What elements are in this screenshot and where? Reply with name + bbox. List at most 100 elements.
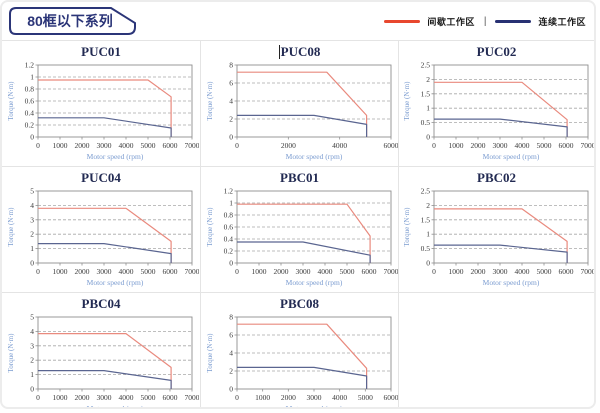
x-tick-label: 6000 bbox=[163, 393, 178, 402]
y-tick-label: 4 bbox=[229, 349, 233, 358]
y-tick-label: 0 bbox=[30, 133, 34, 142]
intermittent-zone-curve bbox=[434, 208, 568, 263]
y-tick-label: 0.5 bbox=[421, 244, 431, 253]
x-tick-label: 6000 bbox=[559, 141, 574, 150]
torque-speed-chart: 0 1 2 3 4 5 0 1000 2000 3000 4000 5000 6000 7000 Motor… bbox=[7, 187, 199, 287]
text-caret bbox=[278, 45, 280, 59]
continuous-zone-curve bbox=[434, 118, 568, 137]
x-tick-label: 2000 bbox=[280, 393, 295, 402]
y-tick-label: 0 bbox=[229, 259, 233, 268]
x-tick-label: 0 bbox=[235, 267, 239, 276]
y-tick-label: 5 bbox=[30, 187, 34, 196]
y-tick-label: 0.5 bbox=[421, 118, 431, 127]
x-tick-label: 1000 bbox=[251, 267, 266, 276]
y-tick-label: 2.5 bbox=[421, 61, 431, 70]
x-tick-label: 3000 bbox=[493, 267, 508, 276]
y-tick-label: 1.2 bbox=[25, 61, 35, 70]
empty-cell bbox=[399, 293, 594, 407]
y-tick-label: 0.4 bbox=[25, 109, 35, 118]
y-tick-label: 1 bbox=[30, 370, 34, 379]
x-tick-label: 4000 bbox=[119, 393, 134, 402]
y-tick-label: 0.8 bbox=[25, 85, 35, 94]
y-tick-label: 1 bbox=[426, 104, 430, 113]
chart-title: PBC02 bbox=[399, 169, 594, 187]
x-tick-label: 5000 bbox=[357, 393, 372, 402]
chart-title: PUC02 bbox=[399, 43, 594, 61]
y-tick-label: 2 bbox=[229, 115, 233, 124]
chart-cell-pbc02: PBC02 0 0.5 1 1.5 2 2.5 0 1000 2000 3000 4000 5000 6… bbox=[399, 167, 594, 293]
x-axis-label: Motor speed (rpm) bbox=[87, 152, 144, 161]
y-tick-label: 2 bbox=[426, 75, 430, 84]
tag-shape bbox=[9, 7, 136, 35]
x-tick-label: 3000 bbox=[295, 267, 310, 276]
intermittent-line-swatch bbox=[384, 19, 421, 23]
chart-title-text: PBC04 bbox=[81, 296, 121, 311]
intermittent-zone-curve bbox=[236, 71, 367, 137]
y-axis-label: Torque (N·m) bbox=[403, 207, 411, 247]
chart-title-text: PUC02 bbox=[476, 44, 517, 59]
y-tick-label: 2 bbox=[426, 201, 430, 210]
x-axis-label: Motor speed (rpm) bbox=[285, 404, 342, 409]
y-tick-label: 2 bbox=[30, 230, 34, 239]
x-tick-label: 4000 bbox=[515, 141, 530, 150]
y-axis-label: Torque (N·m) bbox=[7, 81, 15, 121]
y-tick-label: 1.5 bbox=[421, 89, 431, 98]
chart-title-text: PBC02 bbox=[477, 170, 516, 185]
torque-speed-chart: 0 0.2 0.4 0.6 0.8 1 1.2 0 1000 2000 3000 4000 5000 60… bbox=[7, 61, 199, 161]
intermittent-zone-curve bbox=[38, 79, 172, 137]
x-tick-label: 0 bbox=[36, 267, 40, 276]
x-tick-label: 1000 bbox=[53, 267, 68, 276]
x-tick-label: 4000 bbox=[332, 141, 347, 150]
continuous-zone-curve bbox=[236, 241, 371, 263]
page-title: 80框以下系列 bbox=[27, 13, 113, 29]
y-tick-label: 0.4 bbox=[223, 235, 233, 244]
plot-border bbox=[433, 190, 589, 264]
torque-speed-chart: 0 0.5 1 1.5 2 2.5 0 1000 2000 3000 4000 5000 6000 700… bbox=[403, 187, 595, 287]
plot-border bbox=[37, 316, 193, 390]
y-tick-label: 1.2 bbox=[223, 187, 233, 196]
continuous-zone-curve bbox=[236, 366, 367, 389]
y-tick-label: 2 bbox=[30, 356, 34, 365]
torque-speed-chart: 0 0.5 1 1.5 2 2.5 0 1000 2000 3000 4000 5000 6000 700… bbox=[403, 61, 594, 161]
chart-title: PUC08 bbox=[201, 43, 398, 61]
chart-title-text: PBC08 bbox=[280, 296, 319, 311]
x-tick-label: 6000 bbox=[383, 141, 398, 150]
x-tick-label: 7000 bbox=[185, 393, 200, 402]
chart-cell-puc08: PUC08 0 2 4 6 8 0 2000 4000 6000 Motor speed (rpm… bbox=[201, 41, 399, 167]
chart-title: PUC01 bbox=[2, 43, 200, 61]
chart-cell-puc01: PUC01 0 0.2 0.4 0.6 0.8 1 1.2 0 1000 2000 3000 4000… bbox=[2, 41, 201, 167]
y-tick-label: 4 bbox=[30, 201, 34, 210]
y-tick-label: 1 bbox=[30, 73, 34, 82]
x-tick-label: 2000 bbox=[471, 267, 486, 276]
y-tick-label: 0.6 bbox=[25, 97, 35, 106]
continuous-zone-curve bbox=[434, 244, 568, 263]
torque-speed-chart: 0 1 2 3 4 5 0 1000 2000 3000 4000 5000 6000 7000 Motor… bbox=[7, 313, 200, 407]
x-tick-label: 4000 bbox=[119, 141, 134, 150]
x-tick-label: 1000 bbox=[53, 141, 68, 150]
intermittent-zone-curve bbox=[38, 207, 172, 263]
x-tick-label: 5000 bbox=[141, 267, 156, 276]
y-tick-label: 4 bbox=[30, 327, 34, 336]
y-tick-label: 0.2 bbox=[25, 121, 35, 130]
x-tick-label: 5000 bbox=[537, 267, 552, 276]
x-tick-label: 0 bbox=[432, 267, 436, 276]
x-tick-label: 3000 bbox=[493, 141, 508, 150]
chart-cell-pbc04: PBC04 0 1 2 3 4 5 0 1000 2000 3000 4000 5000 6000 700… bbox=[2, 293, 201, 407]
intermittent-zone-curve bbox=[38, 333, 172, 389]
y-tick-label: 6 bbox=[229, 331, 233, 340]
x-tick-label: 6000 bbox=[559, 267, 574, 276]
y-tick-label: 1 bbox=[229, 199, 233, 208]
x-tick-label: 5000 bbox=[339, 267, 354, 276]
x-tick-label: 5000 bbox=[141, 141, 156, 150]
chart-cell-pbc01: PBC01 0 0.2 0.4 0.6 0.8 1 1.2 0 1000 2000 3000 4000… bbox=[201, 167, 399, 293]
x-tick-label: 7000 bbox=[581, 267, 595, 276]
y-tick-label: 3 bbox=[30, 341, 34, 350]
x-tick-label: 4000 bbox=[515, 267, 530, 276]
y-tick-label: 2 bbox=[229, 367, 233, 376]
continuous-zone-curve bbox=[38, 242, 172, 263]
continuous-zone-curve bbox=[236, 114, 367, 137]
continuous-line-swatch bbox=[495, 19, 532, 23]
x-tick-label: 6000 bbox=[361, 267, 376, 276]
chart-title: PBC04 bbox=[2, 295, 200, 313]
x-axis-label: Motor speed (rpm) bbox=[285, 152, 342, 161]
